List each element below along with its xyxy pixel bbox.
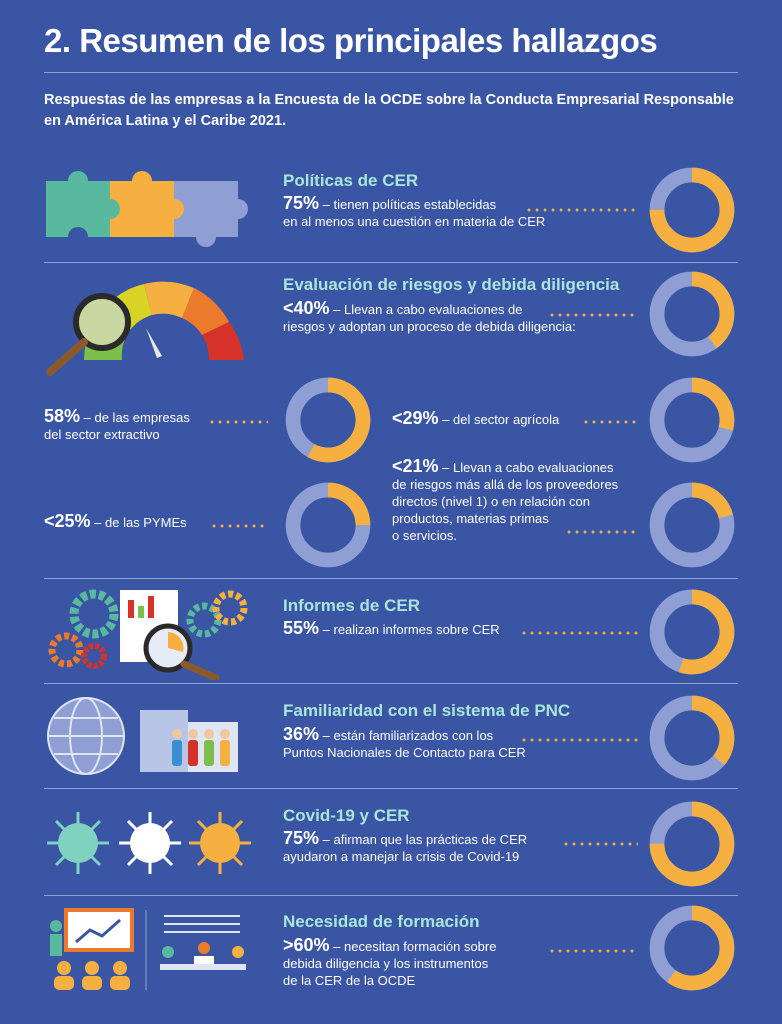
donut-value-arc — [649, 167, 735, 253]
section-title-politicas: Políticas de CER — [283, 171, 419, 190]
dotted-leader — [525, 208, 635, 212]
stat-value: 75% — [283, 828, 320, 848]
stat-text: – del sector agrícola — [438, 412, 560, 427]
dotted-leader — [565, 530, 637, 534]
section-divider — [44, 895, 738, 896]
stat-agricola: <29% – del sector agrícola — [392, 408, 632, 428]
donut-agricola — [649, 377, 735, 463]
donut-pnc — [649, 695, 735, 781]
page-subtitle: Respuestas de las empresas a la Encuesta… — [44, 92, 734, 129]
stat-text: o servicios. — [392, 528, 458, 543]
donut-pymes — [285, 482, 371, 568]
stat-value: 58% — [44, 406, 81, 426]
dotted-leader — [548, 949, 638, 953]
training-icon — [50, 908, 246, 990]
stat-value: <25% — [44, 511, 91, 531]
donut-informes — [649, 589, 735, 675]
donut-value-arc — [649, 695, 735, 781]
stat-text: – tienen políticas establecidas — [319, 197, 497, 212]
stat-text: de riesgos más allá de los proveedores — [392, 477, 619, 492]
stat-value: <21% — [392, 456, 439, 476]
title-divider — [44, 72, 738, 73]
section-divider — [44, 788, 738, 789]
stat-politicas: 75% – tienen políticas establecidas en a… — [283, 193, 643, 230]
dotted-leader — [548, 313, 638, 317]
virus-icon — [47, 812, 251, 874]
dotted-leader — [208, 420, 268, 424]
globe-people-icon — [47, 697, 238, 775]
dotted-leader — [520, 631, 638, 635]
donut-value-arc — [649, 905, 735, 991]
stat-text: – de las PYMEs — [90, 515, 187, 530]
section-divider — [44, 578, 738, 579]
gears-report-icon — [48, 589, 248, 680]
stat-value: <29% — [392, 408, 439, 428]
section-title-formacion: Necesidad de formación — [283, 912, 480, 931]
donut-value-arc — [649, 482, 735, 568]
dotted-leader — [562, 842, 638, 846]
stat-text: – Llevan a cabo evaluaciones — [438, 460, 614, 475]
stat-value: <40% — [283, 298, 330, 318]
stat-value: 55% — [283, 618, 320, 638]
stat-extractivo: 58% – de las empresas del sector extract… — [44, 406, 284, 443]
donut-value-arc — [285, 377, 371, 463]
stat-text: en al menos una cuestión en materia de C… — [283, 214, 546, 229]
stat-pnc: 36% – están familiarizados con los Punto… — [283, 724, 643, 761]
stat-text: Puntos Nacionales de Contacto para CER — [283, 745, 526, 760]
stat-value: >60% — [283, 935, 330, 955]
stat-value: 75% — [283, 193, 320, 213]
risk-gauge-icon — [46, 281, 244, 376]
stat-text: productos, materias primas — [392, 511, 549, 526]
stat-riesgos: <40% – Llevan a cabo evaluaciones de rie… — [283, 298, 643, 335]
stat-text: – Llevan a cabo evaluaciones de — [329, 302, 523, 317]
stat-text: del sector extractivo — [44, 427, 160, 442]
stat-text: de la CER de la OCDE — [283, 973, 416, 988]
section-title-pnc: Familiaridad con el sistema de PNC — [283, 701, 571, 720]
stat-informes: 55% – realizan informes sobre CER — [283, 618, 643, 638]
stat-text: – de las empresas — [80, 410, 190, 425]
donut-extractivo — [285, 377, 371, 463]
stat-formacion: >60% – necesitan formación sobre debida … — [283, 935, 643, 989]
section-divider — [44, 683, 738, 684]
donut-value-arc — [649, 271, 735, 357]
donut-value-arc — [649, 589, 735, 675]
stat-text: – realizan informes sobre CER — [319, 622, 500, 637]
stat-text: – necesitan formación sobre — [329, 939, 497, 954]
stat-text: – afirman que las prácticas de CER — [319, 832, 528, 847]
section-divider — [44, 262, 738, 263]
section-title-informes: Informes de CER — [283, 596, 420, 615]
puzzle-icon — [46, 171, 248, 247]
stat-covid: 75% – afirman que las prácticas de CER a… — [283, 828, 643, 865]
dotted-leader — [520, 738, 638, 742]
donut-riesgos — [649, 271, 735, 357]
page-title: 2. Resumen de los principales hallazgos — [44, 22, 658, 59]
donut-value-arc — [285, 482, 371, 568]
section-title-covid: Covid-19 y CER — [283, 806, 410, 825]
stat-text: directos (nivel 1) o en relación con — [392, 494, 590, 509]
stat-pymes: <25% – de las PYMEs — [44, 511, 284, 531]
stat-proveedores: <21% – Llevan a cabo evaluaciones de rie… — [392, 456, 642, 544]
stat-text: riesgos y adoptan un proceso de debida d… — [283, 319, 576, 334]
stat-text: – están familiarizados con los — [319, 728, 494, 743]
dotted-leader — [210, 524, 268, 528]
donut-value-arc — [649, 377, 735, 463]
stat-text: debida diligencia y los instrumentos — [283, 956, 489, 971]
section-title-riesgos: Evaluación de riesgos y debida diligenci… — [283, 275, 620, 294]
donut-politicas — [649, 167, 735, 253]
donut-covid — [649, 801, 735, 887]
stat-text: ayudaron a manejar la crisis de Covid-19 — [283, 849, 520, 864]
donut-formacion — [649, 905, 735, 991]
donut-proveedores — [649, 482, 735, 568]
dotted-leader — [582, 420, 638, 424]
stat-value: 36% — [283, 724, 320, 744]
donut-value-arc — [649, 801, 735, 887]
